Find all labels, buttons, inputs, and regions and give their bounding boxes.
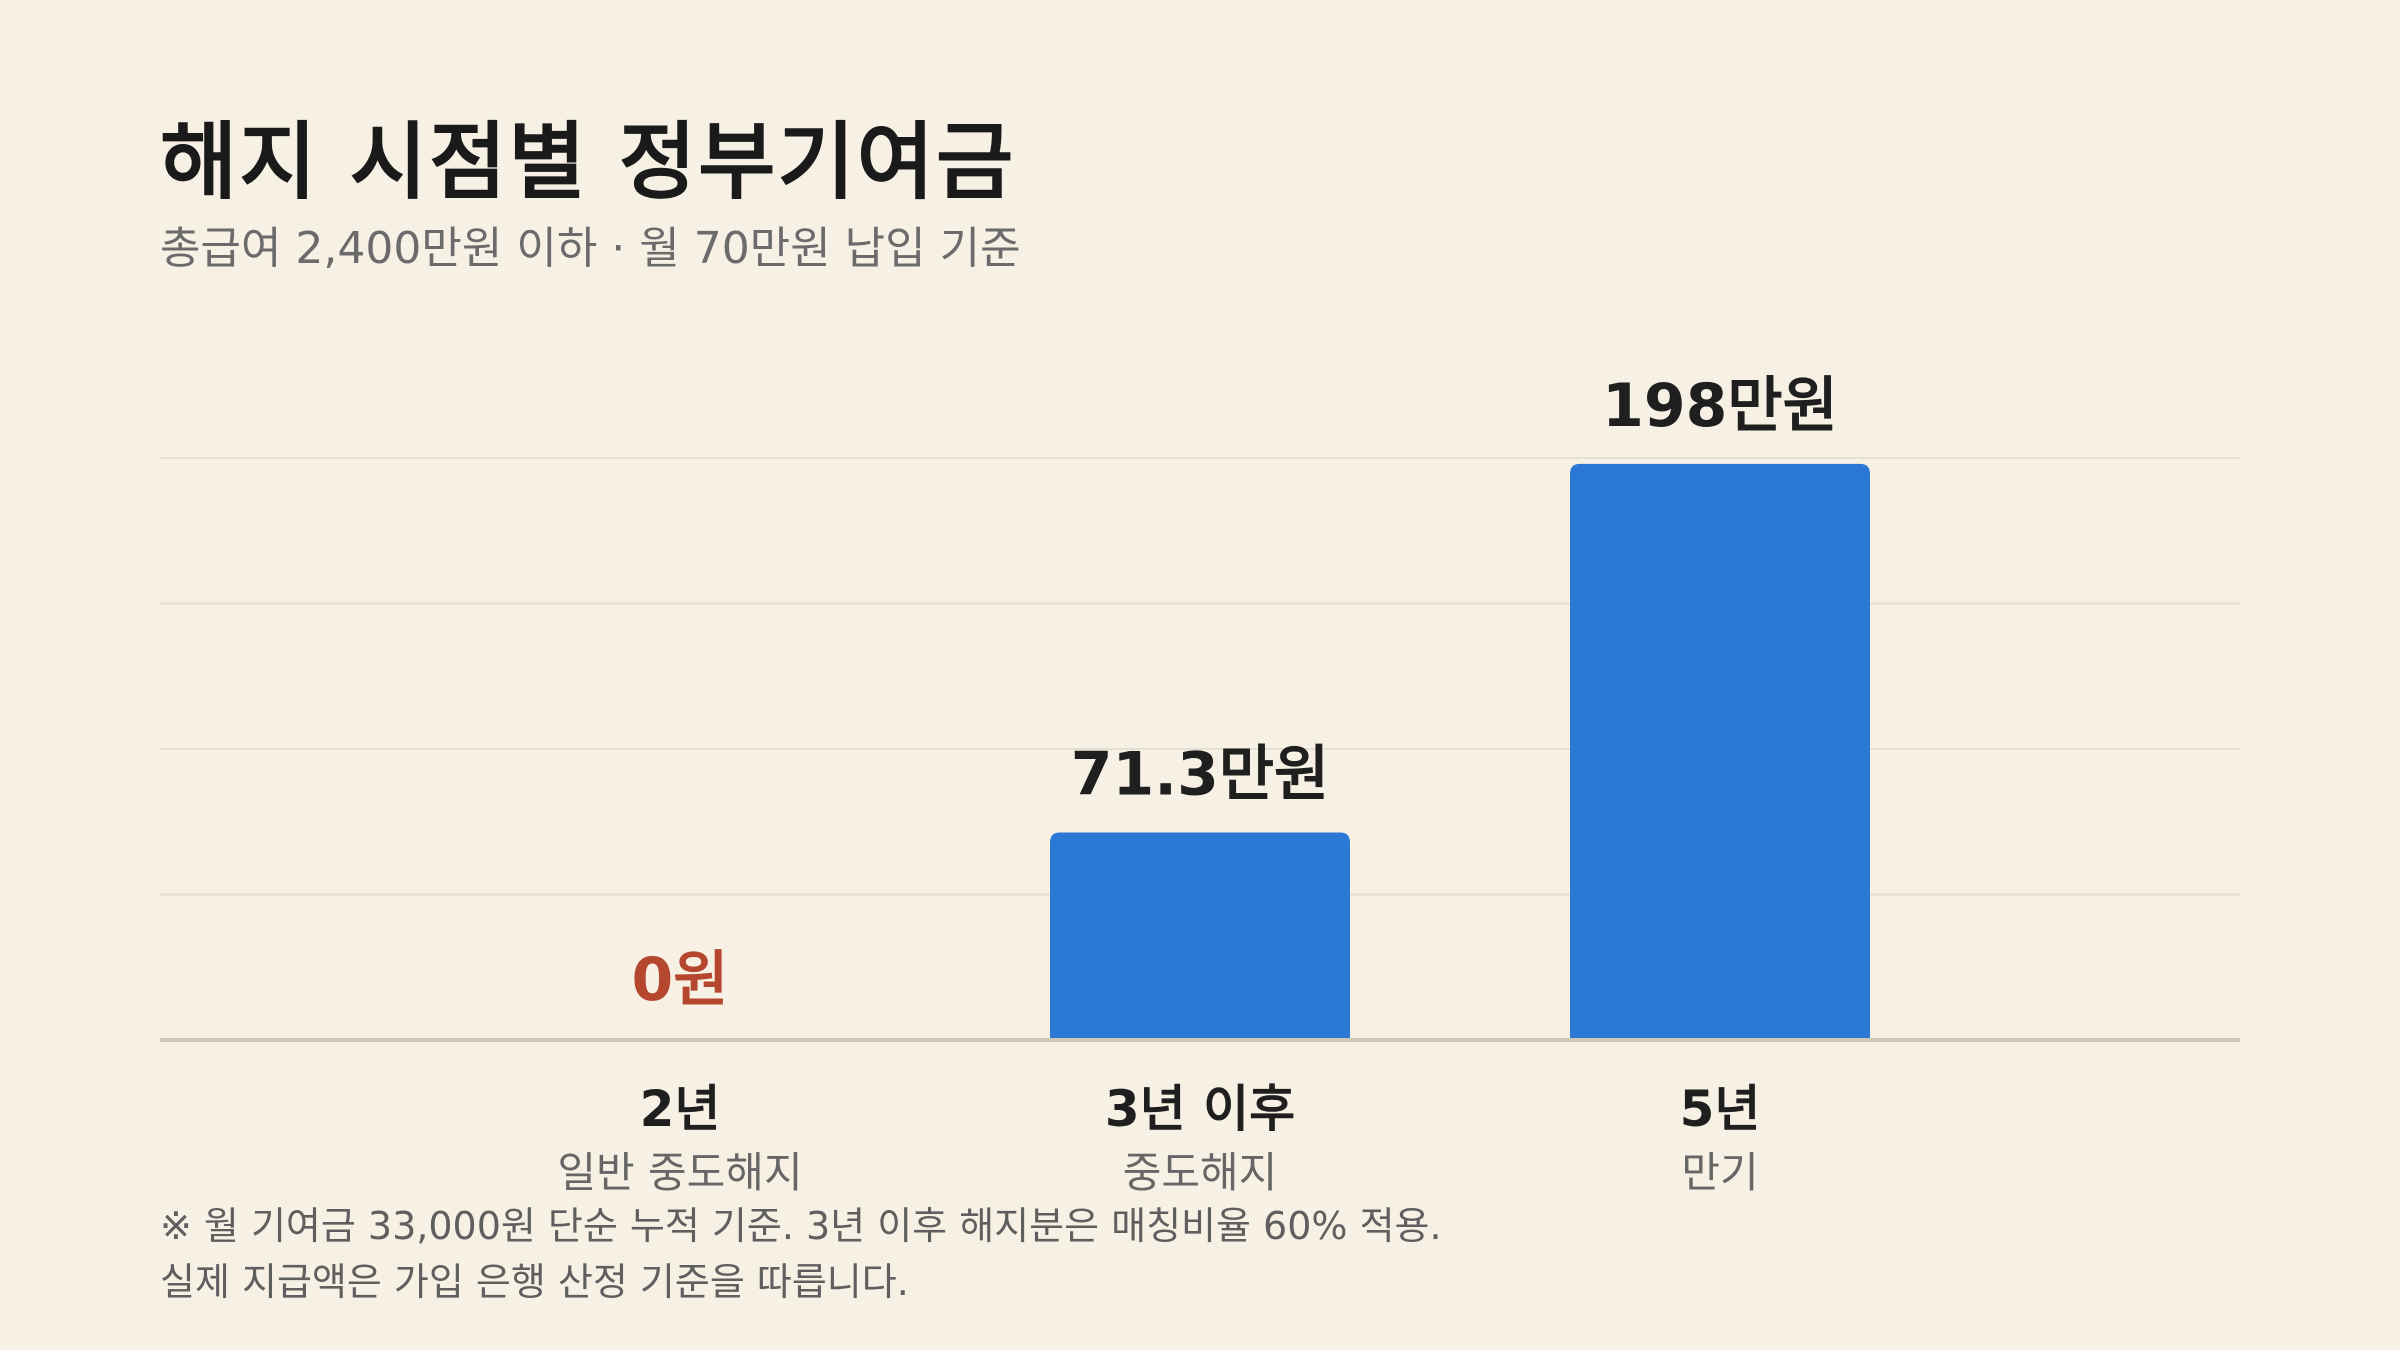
value-label: 0원 bbox=[632, 945, 729, 1015]
category-label: 5년 bbox=[1680, 1080, 1761, 1138]
footnote: ※ 월 기여금 33,000원 단순 누적 기준. 3년 이후 해지분은 매칭비… bbox=[160, 1198, 1442, 1310]
value-label: 71.3만원 bbox=[1071, 740, 1329, 810]
category-sublabel: 중도해지 bbox=[1123, 1148, 1278, 1197]
bar bbox=[1050, 832, 1350, 1040]
category-label: 3년 이후 bbox=[1105, 1080, 1295, 1138]
category-sublabel: 만기 bbox=[1681, 1148, 1758, 1197]
chart-subtitle: 총급여 2,400만원 이하 · 월 70만원 납입 기준 bbox=[160, 223, 1021, 274]
category-label: 2년 bbox=[640, 1080, 721, 1138]
bar bbox=[1570, 463, 1870, 1040]
footnote-line-2: 실제 지급액은 가입 은행 산정 기준을 따릅니다. bbox=[160, 1260, 909, 1304]
category-sublabel: 일반 중도해지 bbox=[557, 1148, 802, 1197]
chart-title: 해지 시점별 정부기여금 bbox=[160, 113, 1016, 211]
footnote-line-1: ※ 월 기여금 33,000원 단순 누적 기준. 3년 이후 해지분은 매칭비… bbox=[160, 1204, 1442, 1248]
value-label: 198만원 bbox=[1602, 371, 1838, 441]
